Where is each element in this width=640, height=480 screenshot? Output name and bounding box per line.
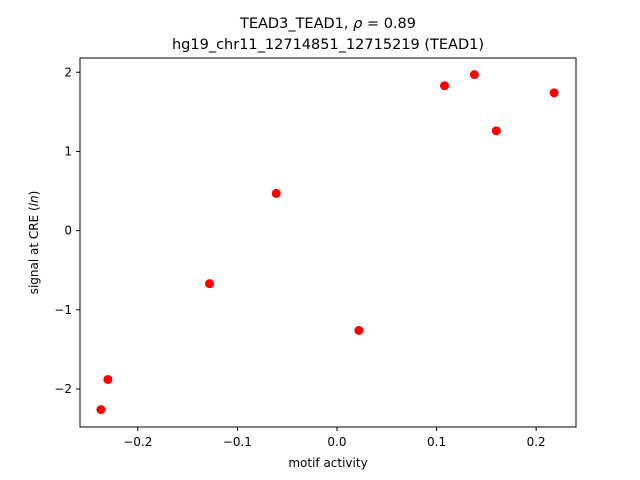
data-point-3 (204, 279, 214, 289)
x-axis-label: motif activity (288, 456, 367, 470)
axes-frame (79, 57, 577, 428)
chart-title-line1: TEAD3_TEAD1, ρ = 0.89 (239, 16, 416, 32)
data-point-4 (271, 188, 281, 198)
chart-title-line2: hg19_chr11_12714851_12715219 (TEAD1) (172, 37, 484, 53)
data-point-5 (354, 325, 364, 335)
y-tick-label-2: −1 (54, 303, 72, 317)
y-tick-label-4: 1 (64, 144, 72, 158)
x-tick-label-3: 0.0 (327, 435, 346, 449)
y-tick-label-3: 0 (64, 224, 72, 238)
y-tick-label-1: −2 (54, 382, 72, 396)
x-tick-label-4: 0.1 (427, 435, 446, 449)
x-axis: −0.2 −0.1 0.0 0.1 0.2 (123, 427, 546, 449)
y-axis: −2 −1 0 1 2 (54, 65, 80, 396)
x-tick-label-1: −0.2 (123, 435, 152, 449)
x-tick-label-5: 0.2 (527, 435, 546, 449)
data-point-7 (469, 70, 479, 80)
plot-area (96, 70, 559, 415)
data-point-2 (103, 374, 113, 384)
y-tick-label-5: 2 (64, 65, 72, 79)
y-axis-label: signal at CRE (ln) (27, 191, 41, 295)
data-point-6 (440, 81, 450, 91)
data-point-9 (549, 88, 559, 98)
data-point-1 (96, 405, 106, 415)
x-tick-label-2: −0.1 (223, 435, 252, 449)
data-point-8 (491, 126, 501, 136)
